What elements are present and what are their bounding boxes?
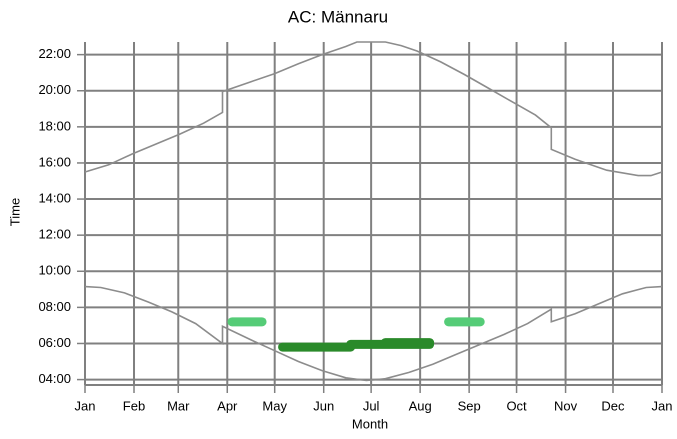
y-tick-label: 08:00 [38, 299, 71, 314]
time-line [84, 285, 663, 382]
x-tick-label: Jun [313, 398, 334, 413]
x-axis-label: Month [352, 416, 388, 431]
chart-title: AC: Männaru [288, 7, 388, 26]
y-tick-label: 06:00 [38, 335, 71, 350]
x-tick-label: May [262, 398, 287, 413]
x-tick-label: Mar [167, 398, 190, 413]
x-tick-label: Nov [554, 398, 578, 413]
y-tick-label: 14:00 [38, 190, 71, 205]
x-tick-label: Jan [75, 398, 96, 413]
y-tick-label: 12:00 [38, 227, 71, 242]
y-tick-label: 20:00 [38, 82, 71, 97]
x-tick-label: Aug [409, 398, 432, 413]
x-tick-label: Jul [363, 398, 380, 413]
time-line [84, 41, 663, 177]
x-tick-label: Dec [601, 398, 625, 413]
y-tick-label: 10:00 [38, 263, 71, 278]
x-tick-label: Jan [652, 398, 673, 413]
y-tick-label: 18:00 [38, 118, 71, 133]
x-tick-label: Feb [123, 398, 145, 413]
x-tick-label: Apr [217, 398, 238, 413]
y-tick-label: 22:00 [38, 46, 71, 61]
x-tick-label: Sep [458, 398, 481, 413]
y-axis-label: Time [7, 198, 22, 226]
y-tick-label: 04:00 [38, 371, 71, 386]
y-tick-label: 16:00 [38, 154, 71, 169]
x-tick-label: Oct [506, 398, 527, 413]
